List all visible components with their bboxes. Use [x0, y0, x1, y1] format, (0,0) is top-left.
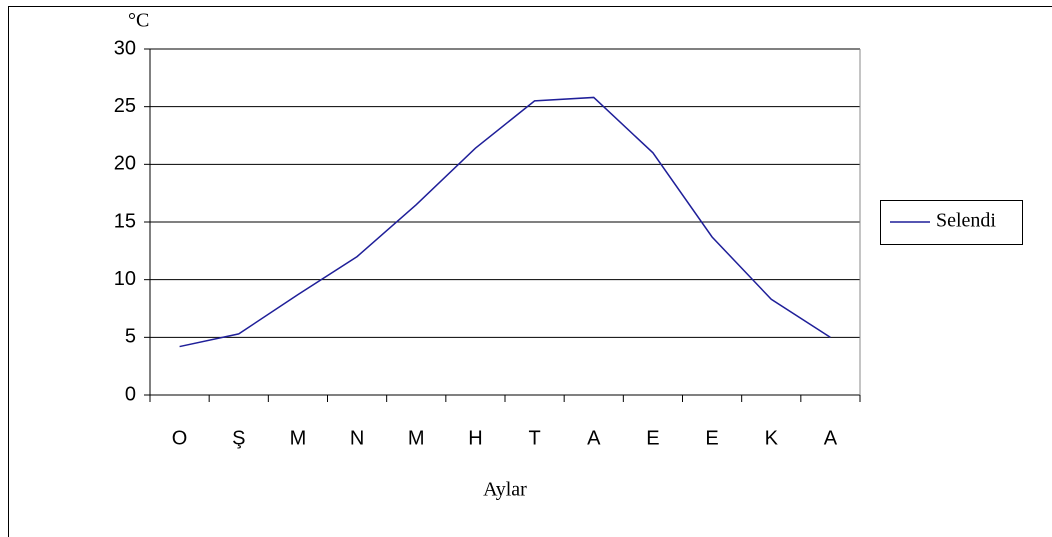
y-tick-label: 5	[125, 326, 136, 348]
x-tick-label: E	[705, 427, 718, 449]
y-tick-label: 30	[114, 37, 136, 59]
x-tick-label: H	[468, 427, 482, 449]
x-tick-label: M	[408, 427, 425, 449]
x-tick-label: M	[290, 427, 307, 449]
legend-label: Selendi	[936, 210, 996, 232]
x-tick-label: T	[528, 427, 540, 449]
x-tick-label: N	[350, 427, 364, 449]
y-tick-label: 25	[114, 95, 136, 117]
x-axis-title: Aylar	[483, 479, 527, 501]
x-tick-label: A	[824, 427, 838, 449]
y-tick-label: 0	[125, 383, 136, 405]
x-tick-label: O	[172, 427, 188, 449]
y-tick-label: 10	[114, 268, 136, 290]
y-tick-label: 20	[114, 153, 136, 175]
y-axis-title: °C	[128, 10, 149, 32]
x-tick-label: E	[646, 427, 659, 449]
x-tick-label: K	[765, 427, 779, 449]
chart-frame	[8, 6, 1052, 537]
x-tick-label: Ş	[232, 427, 245, 449]
line-series	[179, 96, 831, 348]
x-tick-label: A	[587, 427, 601, 449]
y-tick-label: 15	[114, 210, 136, 232]
